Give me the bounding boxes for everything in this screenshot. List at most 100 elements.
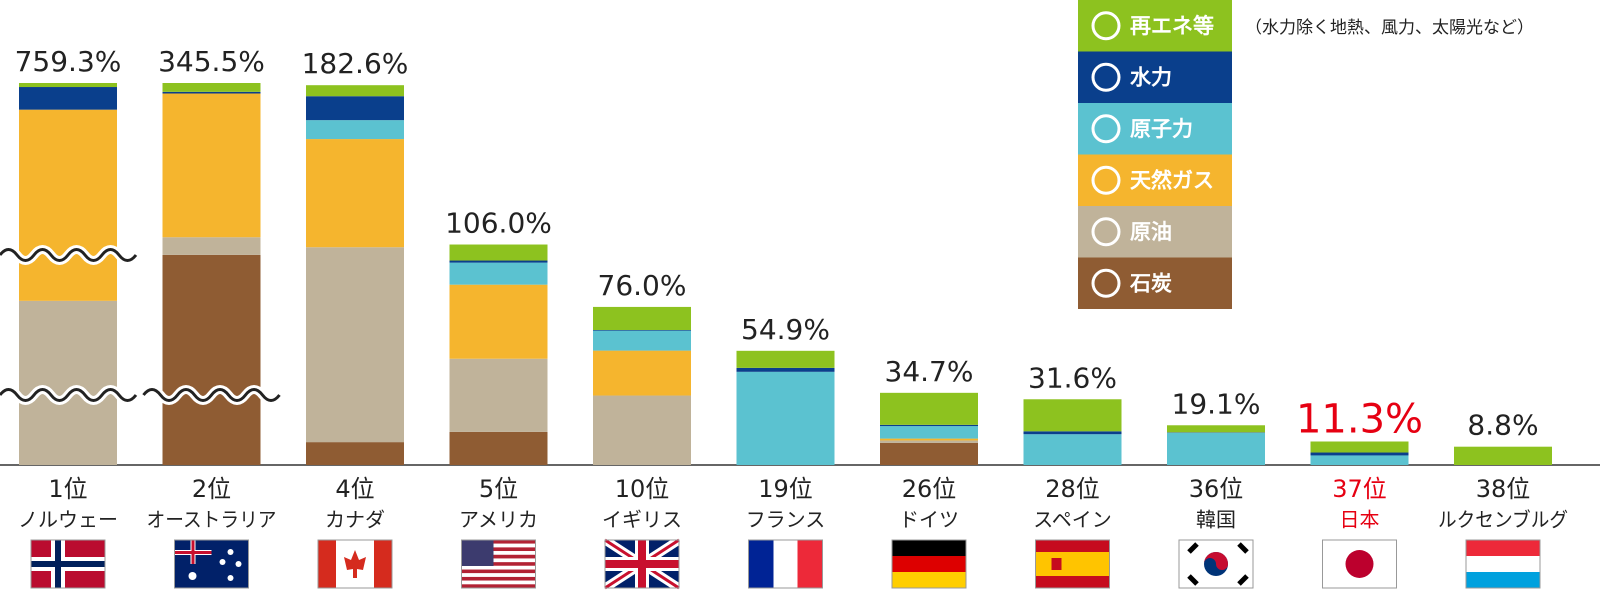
flag-part xyxy=(461,580,536,585)
flag-part xyxy=(461,558,536,563)
legend-icon xyxy=(1091,165,1121,195)
flag xyxy=(748,539,823,589)
flag-part xyxy=(892,540,966,556)
category-label: イギリス xyxy=(602,508,682,532)
rank-label: 5位 xyxy=(479,475,518,503)
legend-icon xyxy=(1091,114,1121,144)
flag-border xyxy=(891,539,967,589)
bar-segment xyxy=(306,85,404,97)
flag-part xyxy=(461,562,536,566)
legend-note: （水力除く地熱、風力、太陽光など） xyxy=(1245,18,1534,38)
flag-part xyxy=(461,540,536,544)
category-label: アメリカ xyxy=(459,508,538,532)
bar-segment xyxy=(162,93,261,238)
bar-segment xyxy=(880,426,978,439)
bar-segment xyxy=(736,371,835,465)
legend-swatch xyxy=(1078,0,1232,52)
flag-part xyxy=(748,540,774,588)
legend-swatch xyxy=(1078,206,1232,258)
bar-segment xyxy=(736,350,835,368)
flag xyxy=(602,536,682,592)
bar-segment xyxy=(449,244,548,261)
bar-segment xyxy=(880,392,978,425)
bar-segment xyxy=(593,350,691,396)
flag-border xyxy=(1322,539,1397,589)
flag-part xyxy=(773,540,798,588)
total-label: 19.1% xyxy=(1172,387,1261,420)
flag-part xyxy=(1345,550,1374,578)
legend-icon xyxy=(1091,217,1121,247)
bar-segment xyxy=(880,424,978,427)
rank-label: 2位 xyxy=(192,475,231,503)
flag-part xyxy=(461,547,536,552)
bar-segment xyxy=(449,431,548,465)
bar-segment xyxy=(1310,452,1409,456)
flag-part xyxy=(235,561,242,567)
bar-segment xyxy=(306,442,404,465)
category-label: ノルウェー xyxy=(18,508,118,532)
flag-part xyxy=(461,573,536,577)
bar-segment xyxy=(736,367,835,372)
flag-border xyxy=(748,539,823,589)
bar-segment xyxy=(880,438,978,441)
legend-swatch xyxy=(1078,103,1232,155)
rank-label: 28位 xyxy=(1045,475,1100,503)
rank-label: 4位 xyxy=(335,475,374,503)
flag-part xyxy=(1466,572,1540,588)
bar-segment xyxy=(306,139,404,248)
bar-segment xyxy=(593,330,691,351)
bar-segment xyxy=(19,83,117,88)
flag-part xyxy=(461,543,536,548)
flag xyxy=(1178,539,1254,589)
flag-part xyxy=(461,540,494,566)
flag-part xyxy=(1051,558,1062,570)
flag xyxy=(317,539,393,589)
flag-part xyxy=(797,540,823,588)
bar-segment xyxy=(449,358,548,432)
bar-segment xyxy=(1023,434,1122,465)
flag xyxy=(461,539,536,589)
category-label: ドイツ xyxy=(899,508,959,532)
category-label: カナダ xyxy=(325,508,385,532)
flag-part xyxy=(1035,552,1110,576)
flag xyxy=(1322,539,1397,589)
bar-segment xyxy=(306,120,404,140)
flag-part xyxy=(31,561,105,567)
legend-label: 石炭 xyxy=(1129,271,1172,295)
category-label: ルクセンブルグ xyxy=(1438,508,1568,532)
axis-break xyxy=(0,388,138,402)
flag-border xyxy=(1178,539,1254,589)
flag xyxy=(174,539,249,589)
flag-part xyxy=(461,554,536,559)
flag-part xyxy=(892,572,966,588)
legend-swatch xyxy=(1078,257,1232,309)
flag-border xyxy=(604,539,680,589)
flag-border xyxy=(461,539,536,589)
category-label: オーストラリア xyxy=(147,508,277,532)
rank-label: 37位 xyxy=(1332,475,1387,503)
flag-part xyxy=(344,550,366,578)
flag-part xyxy=(219,559,226,565)
bar-segment xyxy=(162,83,261,92)
flag-part xyxy=(461,569,536,574)
legend-label: 水力 xyxy=(1130,65,1172,89)
flag-part xyxy=(461,584,536,588)
legend-icon xyxy=(1091,62,1121,92)
total-label: 54.9% xyxy=(741,313,830,346)
bar-segment xyxy=(1310,441,1409,453)
flag-part xyxy=(1466,556,1540,572)
flag-part xyxy=(191,540,195,564)
flag-part xyxy=(892,556,966,572)
category-label: 日本 xyxy=(1340,508,1380,532)
bar-segment xyxy=(449,260,548,263)
bar-segment xyxy=(19,87,117,110)
flag-border xyxy=(30,539,106,589)
bar-segment xyxy=(162,91,261,94)
flag-part xyxy=(227,549,234,555)
legend-label: 原油 xyxy=(1130,220,1172,244)
bar-segment xyxy=(306,96,404,121)
bar-segment xyxy=(449,262,548,285)
rank-label: 10位 xyxy=(615,475,670,503)
flag-part xyxy=(1466,540,1540,556)
legend-swatch xyxy=(1078,154,1232,206)
